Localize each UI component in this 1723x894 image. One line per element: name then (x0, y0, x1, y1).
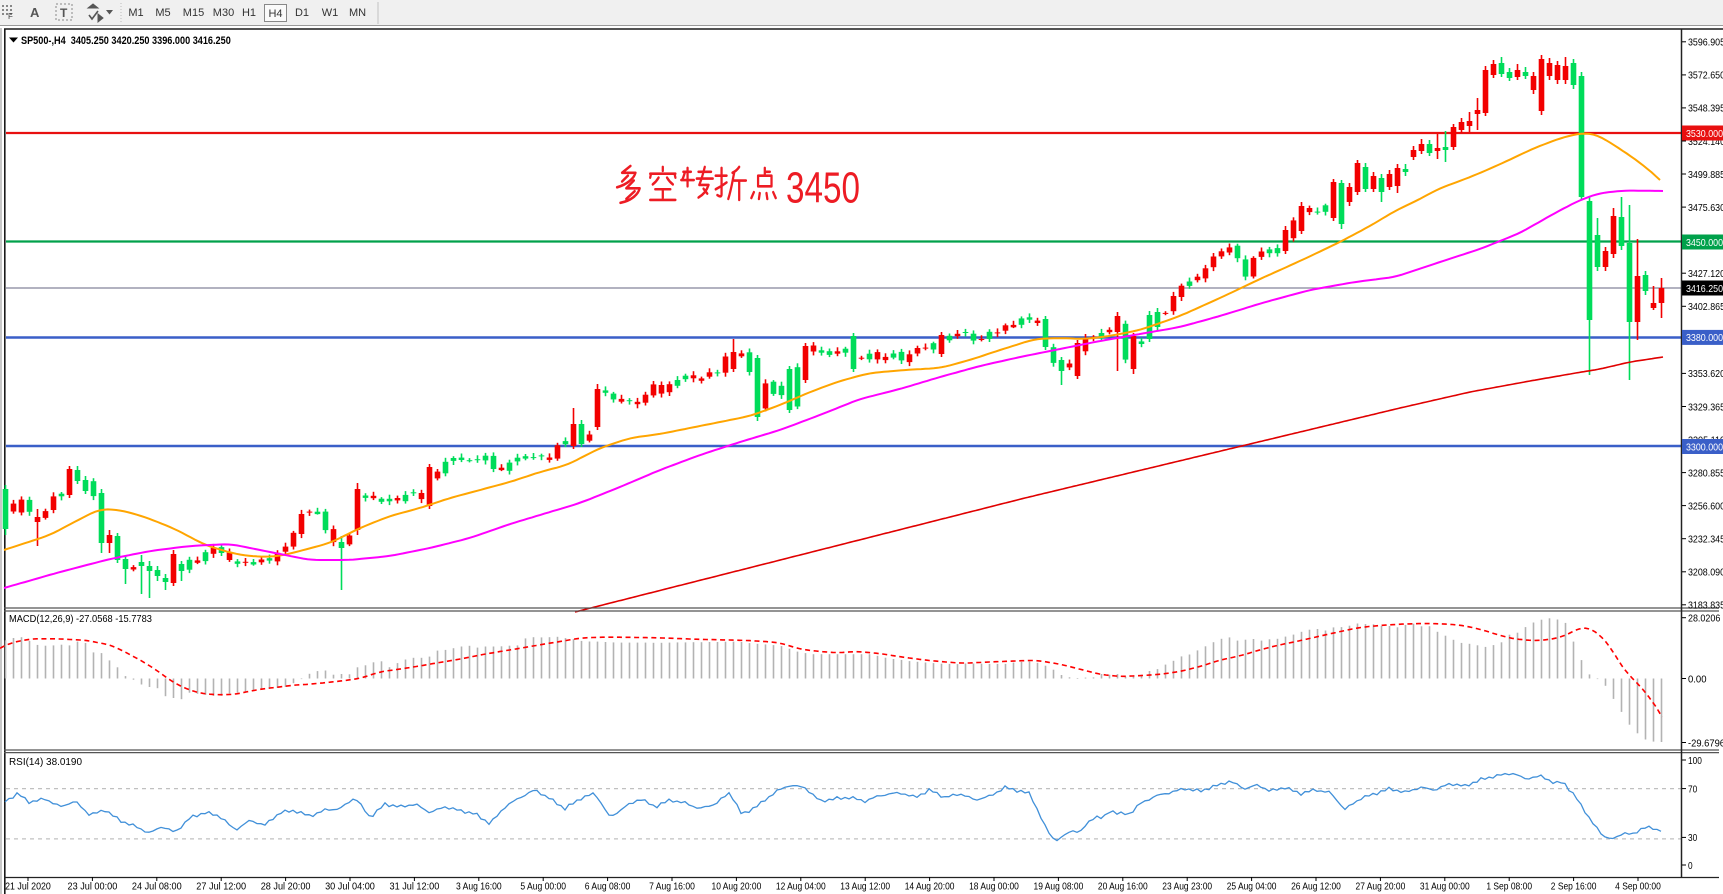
svg-text:21 Jul 2020: 21 Jul 2020 (5, 881, 51, 893)
svg-text:3402.865: 3402.865 (1688, 301, 1723, 313)
svg-text:3530.000: 3530.000 (1686, 128, 1723, 140)
svg-text:4 Sep 00:00: 4 Sep 00:00 (1615, 881, 1661, 893)
svg-text:24 Jul 08:00: 24 Jul 08:00 (132, 881, 182, 893)
svg-text:19 Aug 08:00: 19 Aug 08:00 (1034, 881, 1084, 893)
svg-text:28.0206: 28.0206 (1688, 613, 1720, 625)
svg-text:3380.000: 3380.000 (1686, 332, 1723, 344)
svg-text:23 Aug 23:00: 23 Aug 23:00 (1162, 881, 1212, 893)
svg-text:20 Aug 16:00: 20 Aug 16:00 (1098, 881, 1148, 893)
svg-text:3499.885: 3499.885 (1688, 169, 1723, 181)
svg-text:14 Aug 20:00: 14 Aug 20:00 (905, 881, 955, 893)
svg-text:A: A (30, 5, 40, 20)
svg-text:30: 30 (1688, 832, 1697, 844)
svg-text:6 Aug 08:00: 6 Aug 08:00 (585, 881, 631, 893)
svg-text:3280.855: 3280.855 (1688, 467, 1723, 479)
svg-text:27 Aug 20:00: 27 Aug 20:00 (1356, 881, 1406, 893)
svg-text:3450.000: 3450.000 (1686, 237, 1723, 249)
svg-text:3572.650: 3572.650 (1688, 70, 1723, 82)
svg-text:F: F (8, 12, 13, 21)
svg-text:28 Jul 20:00: 28 Jul 20:00 (261, 881, 311, 893)
svg-text:31 Jul 12:00: 31 Jul 12:00 (390, 881, 440, 893)
svg-text:30 Jul 04:00: 30 Jul 04:00 (325, 881, 375, 893)
svg-text:3183.835: 3183.835 (1688, 600, 1723, 612)
svg-text:SP500-,H4 3405.250 3420.250 3: SP500-,H4 3405.250 3420.250 3396.000 341… (21, 35, 231, 47)
svg-text:0: 0 (1688, 860, 1693, 872)
svg-text:31 Aug 00:00: 31 Aug 00:00 (1420, 881, 1470, 893)
svg-text:26 Aug 12:00: 26 Aug 12:00 (1291, 881, 1341, 893)
svg-text:5 Aug 00:00: 5 Aug 00:00 (520, 881, 566, 893)
svg-text:2 Sep 16:00: 2 Sep 16:00 (1551, 881, 1597, 893)
svg-text:100: 100 (1688, 755, 1702, 767)
svg-text:18 Aug 00:00: 18 Aug 00:00 (969, 881, 1019, 893)
svg-text:3353.620: 3353.620 (1688, 368, 1723, 380)
svg-text:23 Jul 00:00: 23 Jul 00:00 (68, 881, 118, 893)
svg-text:3548.395: 3548.395 (1688, 103, 1723, 115)
svg-text:25 Aug 04:00: 25 Aug 04:00 (1227, 881, 1277, 893)
svg-text:3329.365: 3329.365 (1688, 401, 1723, 413)
svg-text:-29.6796: -29.6796 (1688, 737, 1723, 749)
svg-text:3450: 3450 (786, 164, 860, 213)
svg-text:3427.120: 3427.120 (1688, 268, 1723, 280)
svg-text:7 Aug 16:00: 7 Aug 16:00 (649, 881, 695, 893)
svg-text:3300.000: 3300.000 (1686, 441, 1723, 453)
svg-text:T: T (60, 6, 68, 20)
svg-text:3 Aug 16:00: 3 Aug 16:00 (456, 881, 502, 893)
svg-text:27 Jul 12:00: 27 Jul 12:00 (196, 881, 246, 893)
svg-text:RSI(14) 38.0190: RSI(14) 38.0190 (9, 756, 82, 768)
svg-text:MACD(12,26,9) -27.0568 -15.778: MACD(12,26,9) -27.0568 -15.7783 (9, 613, 152, 625)
svg-text:10 Aug 20:00: 10 Aug 20:00 (712, 881, 762, 893)
svg-text:3596.905: 3596.905 (1688, 37, 1723, 49)
svg-text:70: 70 (1688, 783, 1697, 795)
svg-text:13 Aug 12:00: 13 Aug 12:00 (840, 881, 890, 893)
svg-text:1 Sep 08:00: 1 Sep 08:00 (1486, 881, 1532, 893)
svg-text:3208.090: 3208.090 (1688, 567, 1723, 579)
svg-text:0.00: 0.00 (1688, 673, 1707, 685)
svg-text:3232.345: 3232.345 (1688, 534, 1723, 546)
svg-text:12 Aug 04:00: 12 Aug 04:00 (776, 881, 826, 893)
svg-text:3256.600: 3256.600 (1688, 500, 1723, 512)
svg-text:3475.630: 3475.630 (1688, 202, 1723, 214)
svg-text:3416.250: 3416.250 (1686, 283, 1723, 295)
